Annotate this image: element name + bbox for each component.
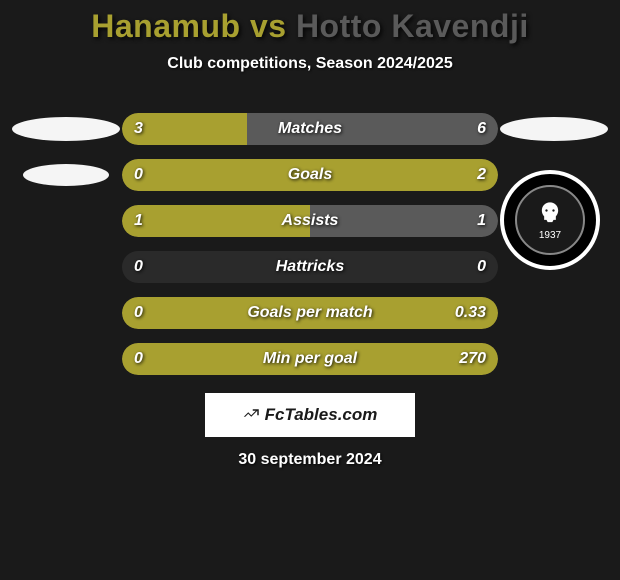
stat-row: 0Goals per match0.33	[10, 297, 610, 329]
badge-placeholder-icon	[500, 117, 608, 141]
stat-label: Matches	[122, 113, 498, 145]
stat-row: 0Min per goal270	[10, 343, 610, 375]
date-text: 30 september 2024	[0, 451, 620, 469]
title-player-left: Hanamub	[91, 8, 240, 44]
stat-label: Min per goal	[122, 343, 498, 375]
stat-bar: 0Goals2	[122, 159, 498, 191]
stat-bar: 0Hattricks0	[122, 251, 498, 283]
stat-bar: 0Goals per match0.33	[122, 297, 498, 329]
stat-label: Assists	[122, 205, 498, 237]
badge-placeholder-icon	[12, 117, 120, 141]
stat-value-right: 0	[477, 251, 486, 283]
stat-label: Goals	[122, 159, 498, 191]
badge-placeholder-icon	[23, 164, 109, 186]
infographic-container: Hanamub vs Hotto Kavendji Club competiti…	[0, 0, 620, 580]
subtitle: Club competitions, Season 2024/2025	[0, 55, 620, 73]
stat-value-right: 1	[477, 205, 486, 237]
badge-year: 1937	[539, 230, 561, 241]
stat-bar: 1Assists1	[122, 205, 498, 237]
stat-bar: 3Matches6	[122, 113, 498, 145]
comparison-title: Hanamub vs Hotto Kavendji	[0, 0, 620, 45]
stat-label: Goals per match	[122, 297, 498, 329]
stat-value-right: 6	[477, 113, 486, 145]
pirates-badge-icon: 1937	[500, 170, 600, 270]
stat-row: 3Matches6	[10, 113, 610, 145]
badge-slot-left	[10, 117, 122, 141]
stat-value-right: 270	[459, 343, 486, 375]
watermark: FcTables.com	[205, 393, 415, 437]
watermark-text: FcTables.com	[265, 405, 378, 425]
title-vs: vs	[241, 8, 296, 44]
stat-bar: 0Min per goal270	[122, 343, 498, 375]
chart-icon	[243, 404, 261, 427]
skull-icon	[536, 200, 564, 228]
title-player-right: Hotto Kavendji	[296, 8, 529, 44]
stat-value-right: 2	[477, 159, 486, 191]
team-badge-right: 1937	[500, 170, 600, 270]
stat-label: Hattricks	[122, 251, 498, 283]
badge-slot-left	[10, 164, 122, 186]
badge-slot-right	[498, 117, 610, 141]
stat-value-right: 0.33	[455, 297, 486, 329]
